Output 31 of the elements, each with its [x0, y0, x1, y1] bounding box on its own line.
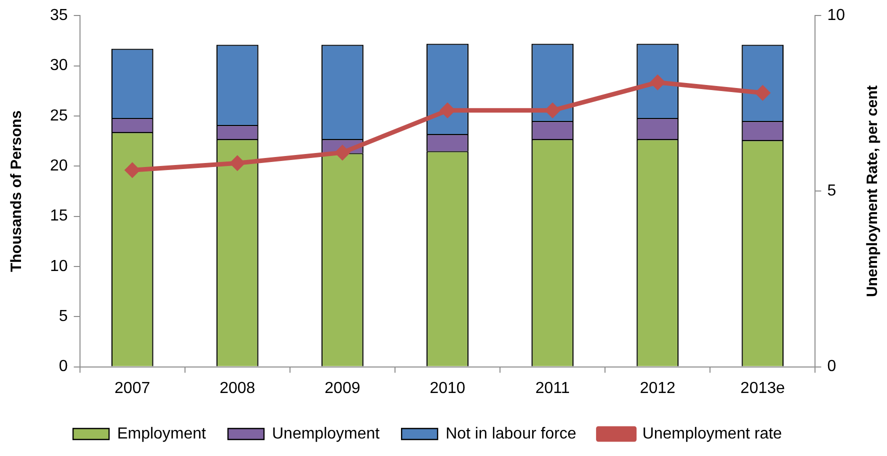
y-tick-label: 0 — [58, 358, 68, 376]
y-tick-label: 20 — [50, 158, 68, 175]
x-tick-label: 2010 — [430, 380, 466, 397]
y-tick-label: 10 — [50, 258, 68, 275]
y2-tick-label: 10 — [827, 7, 846, 24]
point — [754, 84, 771, 101]
legend-label: Employment — [117, 425, 207, 442]
point — [229, 155, 246, 172]
x-tick-label: 2007 — [114, 380, 150, 397]
point — [440, 102, 456, 118]
legend-label: Not in labour force — [446, 425, 576, 442]
x-tick-label: 2009 — [324, 380, 360, 397]
legend-label: Unemployment — [272, 425, 380, 442]
y2-tick-label: 5 — [827, 182, 836, 200]
x-tick-label: 2008 — [220, 380, 256, 397]
x-tick-label: 2013e — [740, 380, 786, 397]
point — [124, 162, 140, 178]
y-tick-label: 15 — [50, 208, 68, 225]
y-tick-label: 30 — [50, 57, 68, 74]
point — [334, 144, 350, 161]
y2-tick-label: 0 — [827, 358, 836, 376]
point — [544, 102, 561, 118]
y-axis-title: Thousands of Persons — [8, 110, 26, 272]
y-tick-label: 25 — [50, 107, 68, 124]
y-tick-label: 5 — [58, 308, 68, 326]
y-tick-label: 35 — [50, 7, 68, 24]
x-tick-label: 2011 — [535, 380, 570, 397]
legend-label: Unemployment rate — [642, 425, 782, 442]
point — [650, 74, 666, 90]
x-tick-label: 2012 — [640, 380, 676, 397]
y2-axis-title: Unemployment Rate, per cent — [864, 85, 882, 298]
